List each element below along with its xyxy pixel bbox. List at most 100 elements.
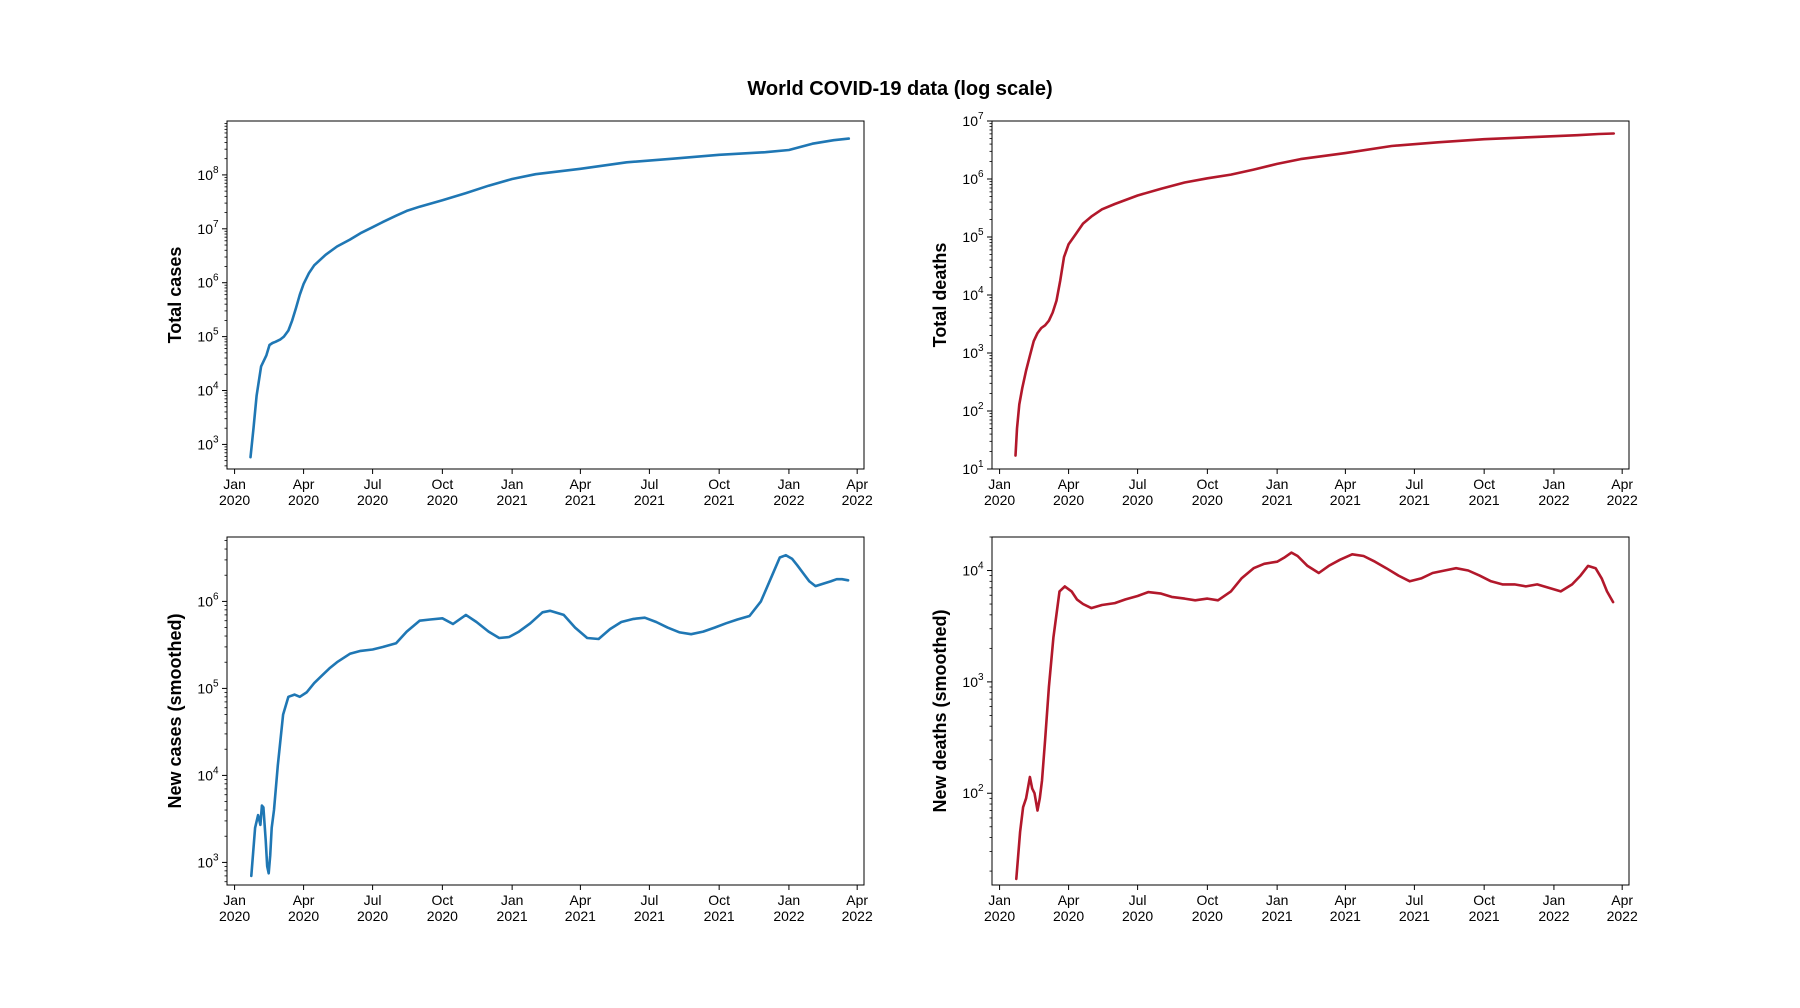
x-tick-label-month: Oct <box>1196 892 1218 908</box>
y-axis-label: Total cases <box>165 247 185 344</box>
x-tick-label-year: 2021 <box>704 492 735 508</box>
x-tick-label-month: Jul <box>364 892 382 908</box>
x-tick-label-month: Jan <box>1543 892 1566 908</box>
x-tick-label-year: 2020 <box>219 908 250 924</box>
y-tick-label: 105 <box>962 227 984 245</box>
x-tick-label-month: Jan <box>1266 476 1289 492</box>
x-tick-label-month: Jan <box>501 892 524 908</box>
x-tick-label-month: Jan <box>1543 476 1566 492</box>
x-tick-label-month: Jan <box>988 892 1011 908</box>
x-tick-label-year: 2021 <box>565 908 596 924</box>
x-tick-label-month: Jan <box>778 476 801 492</box>
y-tick-label: 101 <box>962 459 984 477</box>
x-tick-label-year: 2020 <box>1122 908 1153 924</box>
x-tick-label-year: 2020 <box>1122 492 1153 508</box>
x-tick-label-month: Oct <box>708 476 730 492</box>
y-tick-label: 103 <box>962 672 984 690</box>
x-tick-label-month: Jul <box>1129 892 1147 908</box>
x-tick-label-year: 2020 <box>984 492 1015 508</box>
x-tick-label-month: Jan <box>223 892 246 908</box>
x-tick-label-year: 2021 <box>497 492 528 508</box>
y-tick-label: 105 <box>197 327 219 345</box>
y-axis-label: Total deaths <box>930 243 950 348</box>
x-tick-label-month: Jul <box>1405 476 1423 492</box>
y-tick-label: 108 <box>197 165 219 183</box>
axes-frame <box>991 536 1630 886</box>
x-tick-label-year: 2021 <box>497 908 528 924</box>
chart-total-deaths: 101102103104105106107Jan2020Apr2020Jul20… <box>930 111 1638 508</box>
x-tick-label-month: Jul <box>364 476 382 492</box>
x-tick-label-month: Jul <box>640 476 658 492</box>
series-line-new-cases <box>250 553 850 878</box>
x-tick-label-year: 2022 <box>842 492 873 508</box>
x-tick-label-month: Apr <box>1611 476 1633 492</box>
chart-total-cases: 103104105106107108Jan2020Apr2020Jul2020O… <box>165 120 873 508</box>
x-tick-label-year: 2021 <box>704 908 735 924</box>
x-tick-label-year: 2020 <box>288 908 319 924</box>
x-tick-label-month: Jul <box>640 892 658 908</box>
y-tick-label: 105 <box>197 678 219 696</box>
y-tick-label: 106 <box>962 169 984 187</box>
y-tick-label: 102 <box>962 401 984 419</box>
x-tick-label-month: Apr <box>1058 476 1080 492</box>
x-tick-label-month: Jan <box>223 476 246 492</box>
x-tick-label-year: 2021 <box>1469 908 1500 924</box>
x-tick-label-year: 2022 <box>842 908 873 924</box>
chart-new-deaths: 102103104Jan2020Apr2020Jul2020Oct2020Jan… <box>930 536 1638 924</box>
x-tick-label-month: Jan <box>988 476 1011 492</box>
x-tick-label-month: Apr <box>1058 892 1080 908</box>
x-tick-label-year: 2022 <box>1607 492 1638 508</box>
x-tick-label-year: 2020 <box>1192 492 1223 508</box>
x-tick-label-year: 2021 <box>634 492 665 508</box>
x-tick-label-year: 2021 <box>1330 908 1361 924</box>
x-tick-label-year: 2020 <box>219 492 250 508</box>
y-tick-label: 104 <box>197 765 219 783</box>
series-line-new-deaths <box>1014 551 1615 881</box>
x-tick-label-month: Jan <box>501 476 524 492</box>
y-tick-label: 107 <box>962 111 984 129</box>
x-tick-label-month: Apr <box>569 892 591 908</box>
y-tick-label: 106 <box>197 591 219 609</box>
x-tick-label-month: Apr <box>1334 892 1356 908</box>
x-tick-label-month: Oct <box>708 892 730 908</box>
y-tick-label: 103 <box>962 343 984 361</box>
x-tick-label-month: Oct <box>1196 476 1218 492</box>
y-tick-label: 106 <box>197 273 219 291</box>
x-tick-label-year: 2020 <box>1053 492 1084 508</box>
x-tick-label-year: 2021 <box>565 492 596 508</box>
chart-new-cases: 103104105106Jan2020Apr2020Jul2020Oct2020… <box>165 536 873 924</box>
y-tick-label: 107 <box>197 219 219 237</box>
x-tick-label-year: 2020 <box>427 908 458 924</box>
x-tick-label-month: Jul <box>1129 476 1147 492</box>
y-axis-label: New deaths (smoothed) <box>930 609 950 812</box>
x-tick-label-year: 2022 <box>1538 908 1569 924</box>
y-tick-label: 104 <box>197 381 219 399</box>
x-tick-label-month: Apr <box>293 476 315 492</box>
x-tick-label-year: 2022 <box>773 492 804 508</box>
series-line-total-deaths <box>1014 132 1616 457</box>
x-tick-label-month: Apr <box>846 892 868 908</box>
axes-frame <box>991 120 1630 470</box>
y-tick-label: 104 <box>962 285 984 303</box>
x-tick-label-year: 2021 <box>1399 908 1430 924</box>
y-axis-label: New cases (smoothed) <box>165 613 185 808</box>
x-tick-label-month: Jul <box>1405 892 1423 908</box>
x-tick-label-month: Oct <box>431 892 453 908</box>
x-tick-label-year: 2020 <box>357 908 388 924</box>
x-tick-label-year: 2021 <box>1330 492 1361 508</box>
series-line-total-cases <box>249 137 851 459</box>
x-tick-label-month: Apr <box>293 892 315 908</box>
y-tick-label: 104 <box>962 561 984 579</box>
x-tick-label-year: 2021 <box>1469 492 1500 508</box>
y-tick-label: 103 <box>197 852 219 870</box>
x-tick-label-year: 2020 <box>1192 908 1223 924</box>
x-tick-label-month: Apr <box>846 476 868 492</box>
x-tick-label-year: 2022 <box>773 908 804 924</box>
x-tick-label-year: 2021 <box>1262 908 1293 924</box>
x-tick-label-month: Oct <box>431 476 453 492</box>
x-tick-label-year: 2021 <box>634 908 665 924</box>
x-tick-label-month: Apr <box>1334 476 1356 492</box>
x-tick-label-month: Apr <box>569 476 591 492</box>
